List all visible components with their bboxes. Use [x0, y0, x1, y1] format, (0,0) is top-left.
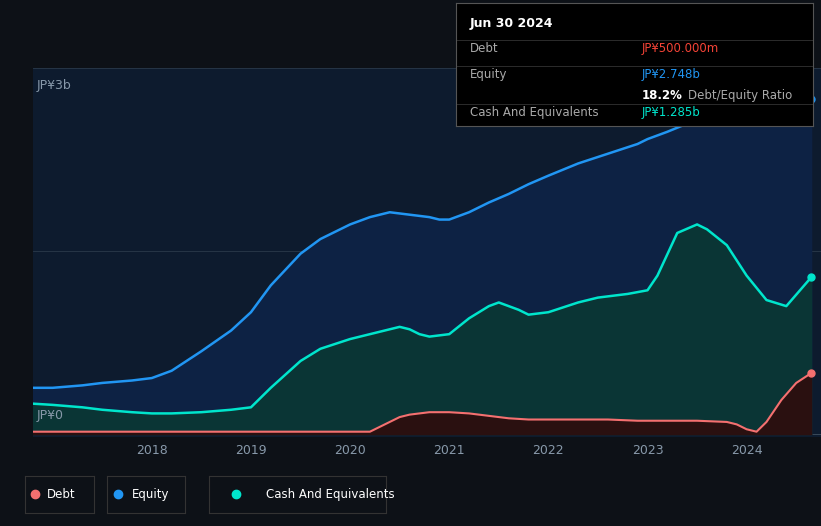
Text: Debt: Debt	[470, 42, 498, 55]
Text: JP¥0: JP¥0	[37, 409, 64, 422]
Text: JP¥3b: JP¥3b	[37, 79, 71, 93]
Text: Debt: Debt	[47, 488, 76, 501]
Text: Equity: Equity	[131, 488, 169, 501]
Text: Equity: Equity	[470, 68, 507, 81]
Text: Cash And Equivalents: Cash And Equivalents	[266, 488, 394, 501]
Text: Jun 30 2024: Jun 30 2024	[470, 17, 553, 31]
Text: JP¥2.748b: JP¥2.748b	[641, 68, 700, 81]
Text: JP¥500.000m: JP¥500.000m	[641, 42, 718, 55]
Text: JP¥1.285b: JP¥1.285b	[641, 106, 700, 119]
Text: Debt/Equity Ratio: Debt/Equity Ratio	[688, 89, 792, 102]
Text: Cash And Equivalents: Cash And Equivalents	[470, 106, 599, 119]
Text: 18.2%: 18.2%	[641, 89, 682, 102]
